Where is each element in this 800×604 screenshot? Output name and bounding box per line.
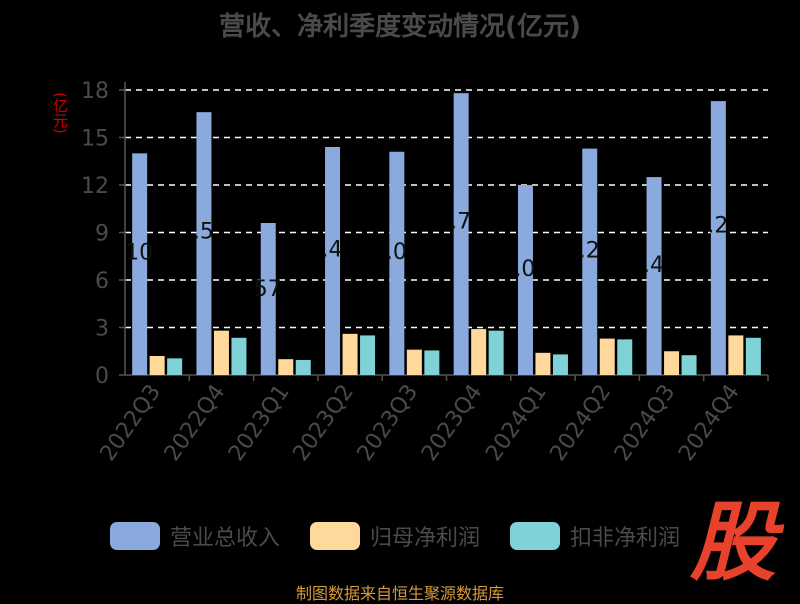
x-tick-label: 2022Q4 — [160, 380, 231, 466]
legend: 营业总收入 归母净利润 扣非净利润 — [0, 518, 800, 554]
bar — [342, 333, 358, 375]
data-source-footer: 制图数据来自恒生聚源数据库 — [295, 584, 504, 603]
data-label: .0 — [386, 240, 407, 265]
legend-item-net-profit[interactable]: 归母净利润 — [310, 518, 480, 554]
bar — [453, 93, 469, 376]
bar — [646, 177, 662, 375]
bar — [132, 153, 148, 375]
data-label: .0 — [514, 257, 535, 282]
bar — [728, 335, 744, 375]
y-tick-label: 15 — [81, 127, 109, 152]
bar — [681, 355, 697, 375]
legend-swatch-net-profit — [310, 522, 360, 550]
y-tick-label: 18 — [81, 79, 109, 104]
bar — [149, 356, 165, 375]
x-tick-label: 2023Q2 — [288, 380, 359, 466]
bar — [517, 185, 533, 375]
bar — [745, 337, 761, 375]
x-tick-label: 2024Q4 — [674, 380, 745, 466]
bar — [167, 358, 183, 375]
data-label: .4 — [322, 237, 343, 262]
legend-swatch-deducted-net-profit — [510, 522, 560, 550]
bar — [664, 351, 680, 375]
y-tick-label: 0 — [95, 364, 109, 389]
data-label: .7 — [450, 209, 471, 234]
data-label: .2 — [579, 238, 600, 263]
bar — [196, 112, 212, 376]
data-label: .2 — [707, 214, 728, 239]
bar — [406, 349, 422, 375]
x-tick-label: 2023Q4 — [417, 380, 488, 466]
bar — [552, 354, 568, 375]
legend-label-net-profit: 归母净利润 — [370, 526, 481, 551]
bar — [599, 338, 615, 375]
y-tick-label: 12 — [81, 174, 109, 199]
legend-item-revenue[interactable]: 营业总收入 — [110, 518, 280, 554]
data-label: 57 — [254, 277, 282, 302]
bar — [325, 147, 341, 375]
stock-logo: 股 — [690, 493, 776, 593]
y-axis-unit: (亿元) — [51, 92, 69, 134]
bar — [260, 223, 276, 375]
x-tick-label: 2023Q1 — [224, 380, 295, 466]
legend-label-revenue: 营业总收入 — [170, 526, 281, 551]
bar — [231, 337, 247, 375]
bar — [710, 101, 726, 375]
bar — [360, 335, 376, 375]
y-tick-label: 9 — [95, 222, 109, 247]
bar — [582, 148, 598, 375]
x-tick-label: 2024Q2 — [546, 380, 617, 466]
legend-item-deducted-net-profit[interactable]: 扣非净利润 — [510, 518, 680, 554]
bar — [213, 330, 229, 375]
x-tick-label: 2024Q3 — [610, 380, 681, 466]
bar — [278, 359, 294, 375]
x-tick-label: 2023Q3 — [353, 380, 424, 466]
legend-label-deducted-net-profit: 扣非净利润 — [570, 526, 681, 551]
bar — [471, 329, 487, 375]
bar — [535, 352, 551, 375]
data-label: 10 — [125, 241, 153, 266]
y-tick-label: 6 — [95, 269, 109, 294]
bar — [617, 339, 633, 375]
bar — [295, 359, 311, 375]
x-tick-label: 2024Q1 — [481, 380, 552, 466]
bar — [488, 330, 504, 375]
y-tick-label: 3 — [95, 317, 109, 342]
x-tick-label: 2022Q3 — [96, 380, 167, 466]
chart-title: 营收、净利季度变动情况(亿元) — [219, 12, 581, 42]
bar — [389, 151, 405, 375]
legend-swatch-revenue — [110, 522, 160, 550]
bar — [424, 350, 440, 375]
data-label: .5 — [193, 219, 214, 244]
data-label: .4 — [643, 253, 664, 278]
